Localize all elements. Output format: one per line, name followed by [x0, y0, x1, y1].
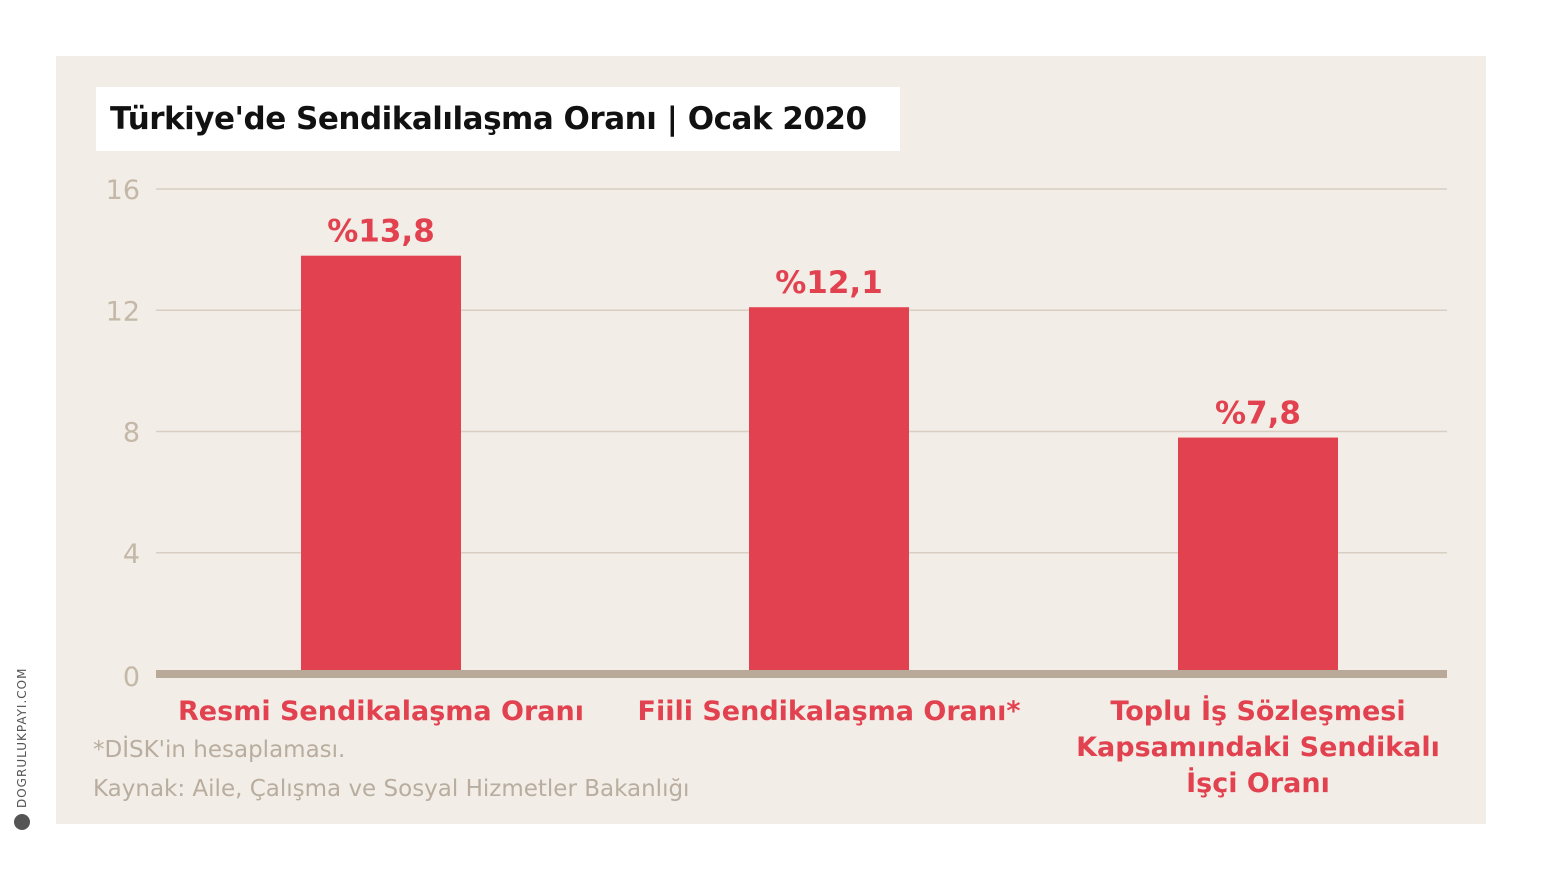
bar: [1178, 437, 1338, 674]
y-tick-label: 12: [106, 296, 140, 327]
x-category-label: Toplu İş Sözleşmesi Kapsamındaki Sendikal…: [1038, 694, 1478, 802]
x-category-label: Fiili Sendikalaşma Oranı*: [609, 694, 1049, 730]
bar: [301, 255, 461, 674]
data-label: %12,1: [775, 265, 883, 301]
y-tick-label: 8: [123, 418, 140, 449]
chart-title-box: Türkiye'de Sendikalılaşma Oranı | Ocak 2…: [96, 87, 900, 151]
bar: [749, 307, 909, 674]
y-tick-label: 0: [123, 662, 140, 693]
x-category-label-line: Fiili Sendikalaşma Oranı*: [637, 696, 1021, 727]
brand-watermark: DOGRULUKPAYI.COM: [14, 668, 30, 830]
x-category-label-line: Toplu İş Sözleşmesi: [1110, 696, 1406, 727]
brand-text: DOGRULUKPAYI.COM: [15, 667, 29, 808]
x-category-label-line: Resmi Sendikalaşma Oranı: [178, 696, 584, 727]
x-category-label-line: Kapsamındaki Sendikalı: [1076, 732, 1440, 763]
check-icon: [14, 814, 30, 830]
x-category-label: Resmi Sendikalaşma Oranı: [161, 694, 601, 730]
y-tick-label: 16: [106, 175, 140, 206]
footnote: *DİSK'in hesaplaması.: [93, 737, 346, 763]
chart-title: Türkiye'de Sendikalılaşma Oranı | Ocak 2…: [110, 101, 867, 137]
data-label: %7,8: [1215, 396, 1301, 432]
x-category-label-line: İşçi Oranı: [1186, 768, 1330, 799]
x-axis-baseline: [156, 670, 1447, 678]
y-tick-label: 4: [123, 539, 140, 570]
data-label: %13,8: [327, 214, 435, 250]
source-note: Kaynak: Aile, Çalışma ve Sosyal Hizmetle…: [93, 776, 690, 802]
